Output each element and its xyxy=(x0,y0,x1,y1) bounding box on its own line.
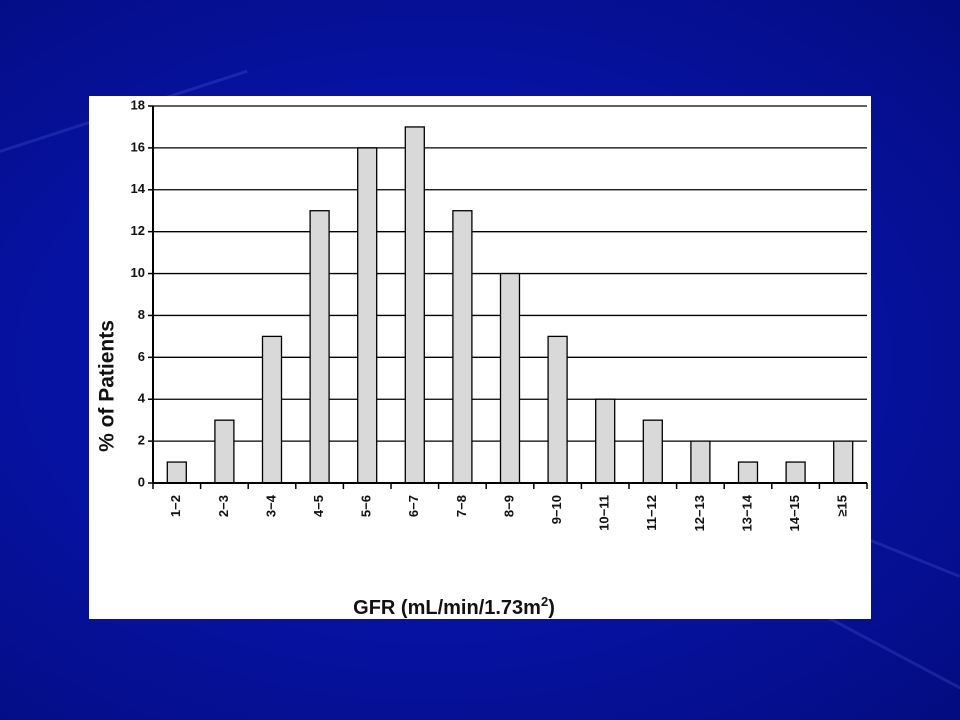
bar xyxy=(499,272,521,484)
x-tick-label: 3−4 xyxy=(263,494,278,517)
x-axis-label: GFR (mL/min/1.73m2) xyxy=(353,594,555,619)
y-tick-label: 4 xyxy=(138,391,146,406)
x-tick-label: 8−9 xyxy=(501,495,516,517)
x-tick-label: 9−10 xyxy=(549,495,564,524)
bar-chart: 0 2 4 6 8 10 12 14 16 18 1−2 2−3 3−4 4−5 5−6 6−7 7−8 8−9… xyxy=(96,97,868,619)
y-tick-label: 12 xyxy=(131,223,145,238)
bar xyxy=(547,335,568,484)
x-axis-label-text: GFR (mL/min/1.73m xyxy=(353,597,541,619)
x-tick-label: 5−6 xyxy=(359,495,374,517)
x-tick-label: 7−8 xyxy=(454,495,469,517)
x-axis-label-superscript: 2 xyxy=(541,594,548,609)
y-tick-label: 6 xyxy=(138,349,145,364)
y-tick-label: 10 xyxy=(131,265,145,280)
x-axis-label-suffix: ) xyxy=(548,597,555,619)
bar xyxy=(690,440,711,484)
x-tick-label: 4−5 xyxy=(311,495,326,517)
axes xyxy=(148,105,868,489)
x-tick-label: 1−2 xyxy=(168,495,183,517)
x-tick-label: 10−11 xyxy=(597,495,612,531)
y-tick-labels: 0 2 4 6 8 10 12 14 16 18 xyxy=(131,97,146,489)
bar xyxy=(261,335,283,484)
x-tick-label: 2−3 xyxy=(216,495,231,517)
bar xyxy=(785,461,806,484)
bar xyxy=(452,210,473,484)
bar xyxy=(214,419,235,484)
bar xyxy=(166,461,187,484)
x-tick-label: 13−14 xyxy=(739,494,754,531)
bar xyxy=(642,419,663,484)
bars xyxy=(166,126,854,484)
x-tick-label: ≥15 xyxy=(835,495,850,517)
x-tick-label: 11−12 xyxy=(644,495,659,531)
bar xyxy=(737,461,759,484)
x-tick-label: 12−13 xyxy=(692,495,707,532)
y-tick-label: 14 xyxy=(131,181,146,196)
bar xyxy=(833,440,854,484)
y-tick-label: 18 xyxy=(131,97,145,112)
bar xyxy=(404,126,425,484)
y-tick-label: 16 xyxy=(131,139,145,154)
y-tick-label: 2 xyxy=(138,433,145,448)
x-tick-labels: 1−2 2−3 3−4 4−5 5−6 6−7 7−8 8−9 9−10 10−11 11−12 12… xyxy=(168,494,849,531)
y-axis-label: % of Patients xyxy=(96,320,119,452)
bar xyxy=(595,398,616,484)
chart-panel: 0 2 4 6 8 10 12 14 16 18 1−2 2−3 3−4 4−5 5−6 6−7 7−8 8−9… xyxy=(89,96,871,619)
bar xyxy=(357,147,378,484)
x-tick-label: 6−7 xyxy=(406,495,421,517)
bar xyxy=(309,210,330,484)
y-tick-label: 0 xyxy=(138,474,145,489)
y-tick-label: 8 xyxy=(138,307,145,322)
x-tick-label: 14−15 xyxy=(787,495,802,532)
